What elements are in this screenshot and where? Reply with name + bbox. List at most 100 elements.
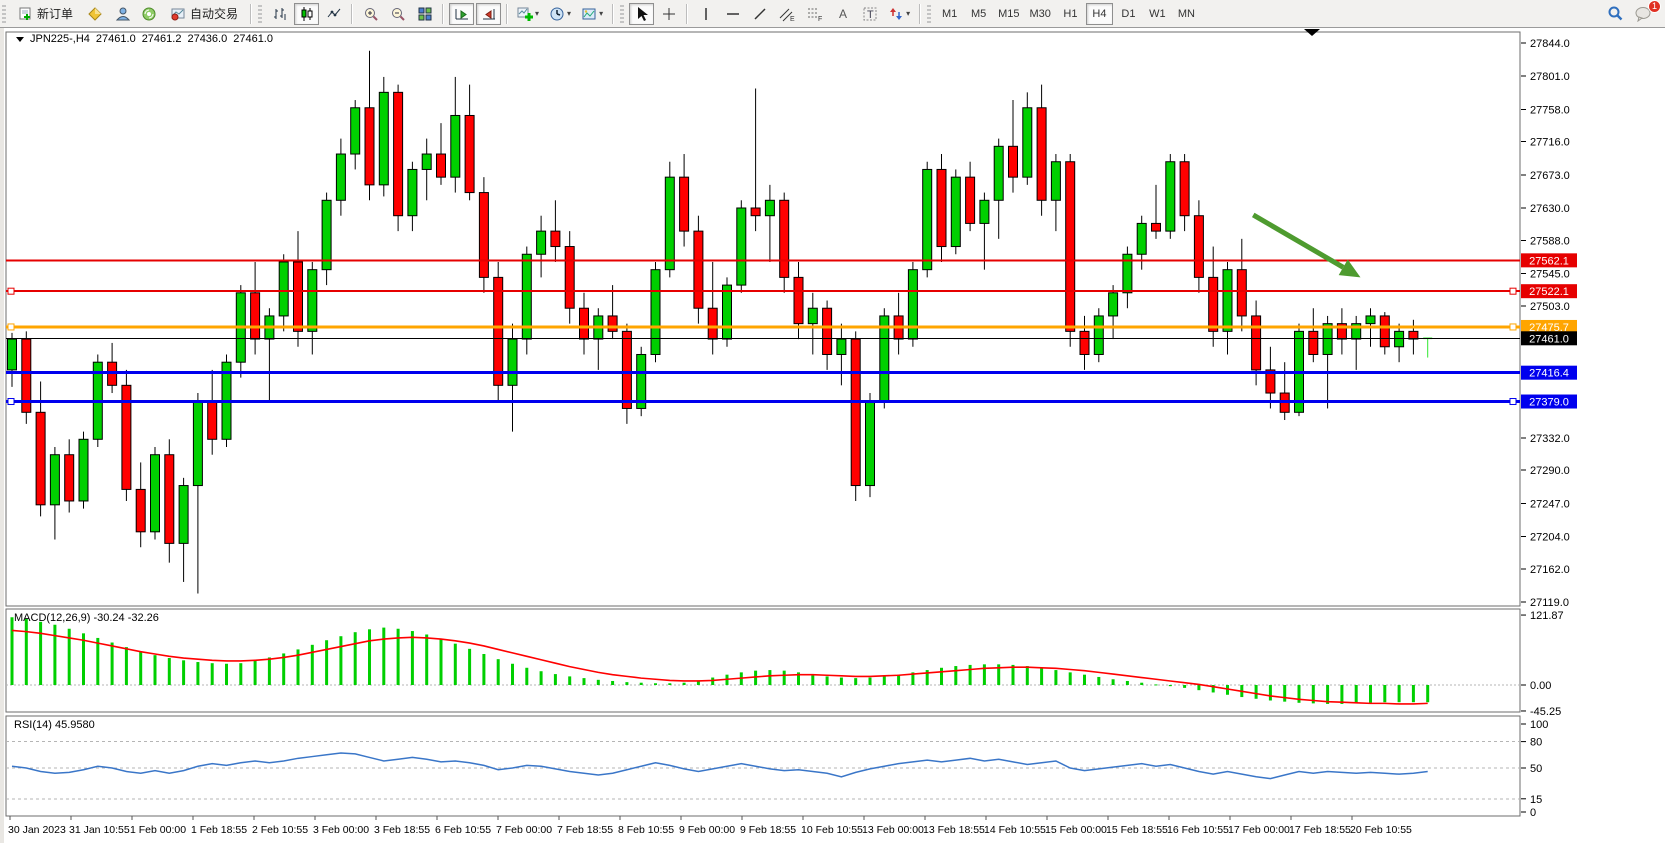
equidistant-channel-button[interactable]: E (774, 3, 800, 25)
trendline-button[interactable] (747, 3, 772, 25)
zoom-out-button[interactable] (385, 3, 410, 25)
macd-histogram-bar (839, 677, 843, 685)
svg-text:0.00: 0.00 (1530, 680, 1551, 692)
vertical-line-button[interactable] (693, 3, 718, 25)
price-line-27475.7[interactable]: 27475.7 (6, 319, 1577, 334)
candle-bear (1008, 145, 1018, 178)
candle-bear (393, 91, 404, 217)
price-chart-canvas[interactable]: 27844.0 27801.0 27758.0 27716.0 27673.0 27630… (4, 28, 1665, 843)
macd-histogram-bar (854, 678, 858, 685)
candlestick-chart-icon (299, 6, 315, 22)
signals-button[interactable] (136, 3, 161, 25)
toolbar-grip[interactable] (2, 4, 6, 23)
timeframe-h1-button[interactable]: H1 (1057, 3, 1084, 25)
candle-bull (335, 153, 346, 201)
timeframe-m15-button[interactable]: M15 (994, 3, 1023, 25)
timeframe-mn-button[interactable]: MN (1173, 3, 1200, 25)
tile-windows-button[interactable] (412, 3, 437, 25)
autotrading-button[interactable]: 自动交易 (163, 3, 245, 25)
candle-bull (1122, 253, 1133, 294)
text-button[interactable]: A (830, 3, 855, 25)
candle-bear (1151, 222, 1161, 232)
price-line-label: 27475.7 (1529, 322, 1569, 334)
macd-histogram-bar (196, 662, 200, 685)
timeframe-m5-button[interactable]: M5 (965, 3, 992, 25)
macd-pane: 121.87 0.00 -45.25 (6, 610, 1564, 718)
macd-histogram-bar (153, 655, 157, 685)
new-order-button[interactable]: 新订单 (11, 3, 80, 25)
line-handle[interactable] (1509, 398, 1517, 406)
indicators-button[interactable]: ▾ (513, 3, 543, 25)
candle-bull (378, 91, 389, 186)
chart-dropdown-icon[interactable] (16, 36, 24, 42)
candle-bull (807, 307, 818, 325)
search-button[interactable] (1603, 3, 1628, 25)
svg-text:F: F (818, 16, 822, 22)
macd-histogram-bar (1397, 685, 1401, 703)
svg-text:27204.0: 27204.0 (1530, 531, 1570, 543)
price-line-27416.4[interactable]: 27416.4 (6, 365, 1577, 380)
time-axis[interactable]: 30 Jan 2023 31 Jan 10:55 1 Feb 00:00 1 Feb … (8, 816, 1412, 836)
cursor-button[interactable] (629, 2, 655, 25)
zoom-in-button[interactable] (358, 3, 383, 25)
candle-bear (21, 338, 32, 413)
toolbar-grip[interactable] (620, 4, 625, 23)
price-line-27461.0[interactable]: 27461.0 (6, 331, 1577, 346)
macd-histogram-bar (239, 663, 243, 685)
svg-text:27332.0: 27332.0 (1530, 433, 1570, 445)
annotation-arrow[interactable] (1251, 212, 1361, 278)
bar-chart-button[interactable] (267, 3, 292, 25)
fibonacci-button[interactable]: F (802, 3, 828, 25)
candle-bear (550, 230, 561, 248)
candle-bull (907, 269, 918, 340)
time-axis-label: 3 Feb 00:00 (313, 824, 369, 836)
periods-button[interactable]: ▾ (545, 3, 575, 25)
macd-histogram-bar (1326, 685, 1330, 704)
candle-bull (78, 438, 89, 502)
candle-bull (1136, 222, 1147, 255)
toolbar-separator (442, 3, 445, 24)
notifications-button[interactable]: 1 (1630, 0, 1661, 25)
candle-bear (1065, 161, 1076, 332)
line-handle[interactable] (1509, 287, 1517, 295)
horizontal-line-button[interactable] (720, 3, 745, 25)
price-line-27562.1[interactable]: 27562.1 (6, 253, 1577, 268)
toolbar-separator (351, 3, 354, 24)
timeframe-w1-button[interactable]: W1 (1144, 3, 1171, 25)
svg-text:27119.0: 27119.0 (1530, 597, 1569, 609)
time-axis-label: 1 Feb 00:00 (130, 824, 186, 836)
toolbar-grip[interactable] (927, 4, 932, 23)
chart-window: JPN225-,H4 27461.0 27461.2 27436.0 27461… (0, 28, 1665, 843)
timeframe-d1-button[interactable]: D1 (1115, 3, 1142, 25)
market-watch-button[interactable] (82, 3, 107, 25)
time-axis-label: 7 Feb 18:55 (557, 824, 613, 836)
chart-shift-button[interactable] (476, 2, 502, 25)
crosshair-button[interactable] (656, 3, 681, 25)
time-axis-label: 7 Feb 00:00 (496, 824, 552, 836)
candle-bull (178, 485, 189, 544)
line-chart-button[interactable] (321, 3, 346, 25)
macd-histogram-bar (982, 664, 986, 685)
svg-text:15: 15 (1530, 794, 1542, 806)
candle-bull (879, 315, 890, 402)
macd-histogram-bar (553, 674, 557, 685)
line-handle[interactable] (7, 287, 15, 295)
time-axis-label: 15 Feb 00:00 (1045, 824, 1107, 836)
line-handle[interactable] (1509, 323, 1517, 331)
arrows-button[interactable]: ▾ (884, 3, 914, 25)
candle-bear (1336, 323, 1347, 340)
timeframe-h4-button[interactable]: H4 (1085, 2, 1113, 25)
text-label-button[interactable]: T (857, 3, 882, 25)
line-handle[interactable] (7, 323, 15, 331)
candlestick-chart-button[interactable] (294, 2, 320, 25)
timeframe-m1-button[interactable]: M1 (936, 3, 963, 25)
templates-button[interactable]: ▾ (577, 3, 607, 25)
timeframe-m30-button[interactable]: M30 (1026, 3, 1055, 25)
toolbar-grip[interactable] (258, 4, 263, 23)
price-line-27379.0[interactable]: 27379.0 (6, 394, 1577, 409)
auto-scroll-button[interactable] (449, 2, 475, 25)
data-window-button[interactable] (109, 3, 134, 25)
line-handle[interactable] (7, 398, 15, 406)
chat-bubble-icon (1634, 5, 1652, 22)
price-line-27522.1[interactable]: 27522.1 (6, 284, 1577, 299)
